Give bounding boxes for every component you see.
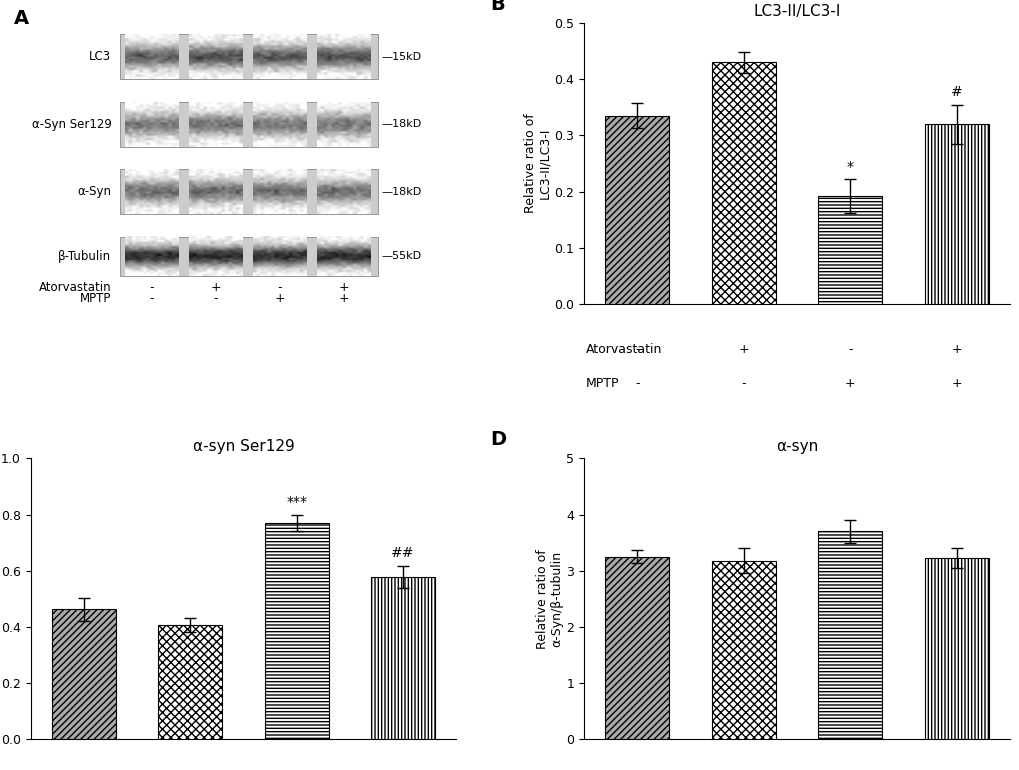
Bar	[371, 577, 435, 739]
Text: A: A	[13, 9, 29, 28]
Text: MPTP: MPTP	[81, 293, 111, 306]
Bar	[120, 169, 377, 214]
Text: α-Syn Ser129: α-Syn Ser129	[32, 118, 111, 131]
Bar	[120, 35, 377, 79]
Text: +: +	[210, 281, 221, 294]
Text: —55kD: —55kD	[381, 251, 422, 261]
Bar	[817, 531, 881, 739]
Bar	[711, 561, 774, 739]
Text: Atorvastatin: Atorvastatin	[39, 281, 111, 294]
Text: +: +	[951, 377, 961, 390]
Bar	[604, 116, 668, 304]
Bar	[711, 62, 774, 304]
Bar	[120, 236, 377, 276]
Text: +: +	[338, 281, 348, 294]
Text: ***: ***	[286, 495, 307, 509]
Bar	[158, 625, 222, 739]
Text: -: -	[635, 343, 639, 357]
Text: LC3: LC3	[90, 50, 111, 63]
Text: D: D	[490, 430, 506, 449]
Bar	[604, 557, 668, 739]
Text: -: -	[277, 281, 281, 294]
Title: α-syn: α-syn	[775, 440, 817, 454]
Text: +: +	[738, 343, 748, 357]
Bar	[817, 196, 881, 304]
Title: LC3-II/LC3-I: LC3-II/LC3-I	[752, 4, 840, 19]
Text: —15kD: —15kD	[381, 52, 422, 62]
Text: α-Syn: α-Syn	[77, 185, 111, 198]
Text: -: -	[741, 377, 745, 390]
Y-axis label: Relative ratio of
LC3-II/LC3-I: Relative ratio of LC3-II/LC3-I	[523, 114, 551, 213]
Text: -: -	[635, 377, 639, 390]
Bar	[924, 558, 987, 739]
Text: —18kD: —18kD	[381, 119, 422, 129]
Text: MPTP: MPTP	[586, 377, 620, 390]
Text: +: +	[274, 293, 284, 306]
Text: -: -	[213, 293, 218, 306]
Text: -: -	[847, 343, 852, 357]
Text: *: *	[846, 159, 853, 173]
Bar	[265, 523, 328, 739]
Bar	[120, 102, 377, 146]
Bar	[52, 610, 115, 739]
Text: Atorvastatin: Atorvastatin	[586, 343, 662, 357]
Title: α-syn Ser129: α-syn Ser129	[193, 440, 294, 454]
Text: B: B	[490, 0, 504, 14]
Text: ##: ##	[391, 546, 415, 560]
Text: —18kD: —18kD	[381, 186, 422, 196]
Text: +: +	[951, 343, 961, 357]
Text: β-Tubulin: β-Tubulin	[58, 249, 111, 263]
Text: -: -	[150, 293, 154, 306]
Text: #: #	[950, 85, 962, 99]
Text: +: +	[844, 377, 855, 390]
Text: +: +	[338, 293, 348, 306]
Text: -: -	[150, 281, 154, 294]
Bar	[924, 124, 987, 304]
Y-axis label: Relative ratio of
α-Syn/β-tubulin: Relative ratio of α-Syn/β-tubulin	[535, 549, 564, 648]
